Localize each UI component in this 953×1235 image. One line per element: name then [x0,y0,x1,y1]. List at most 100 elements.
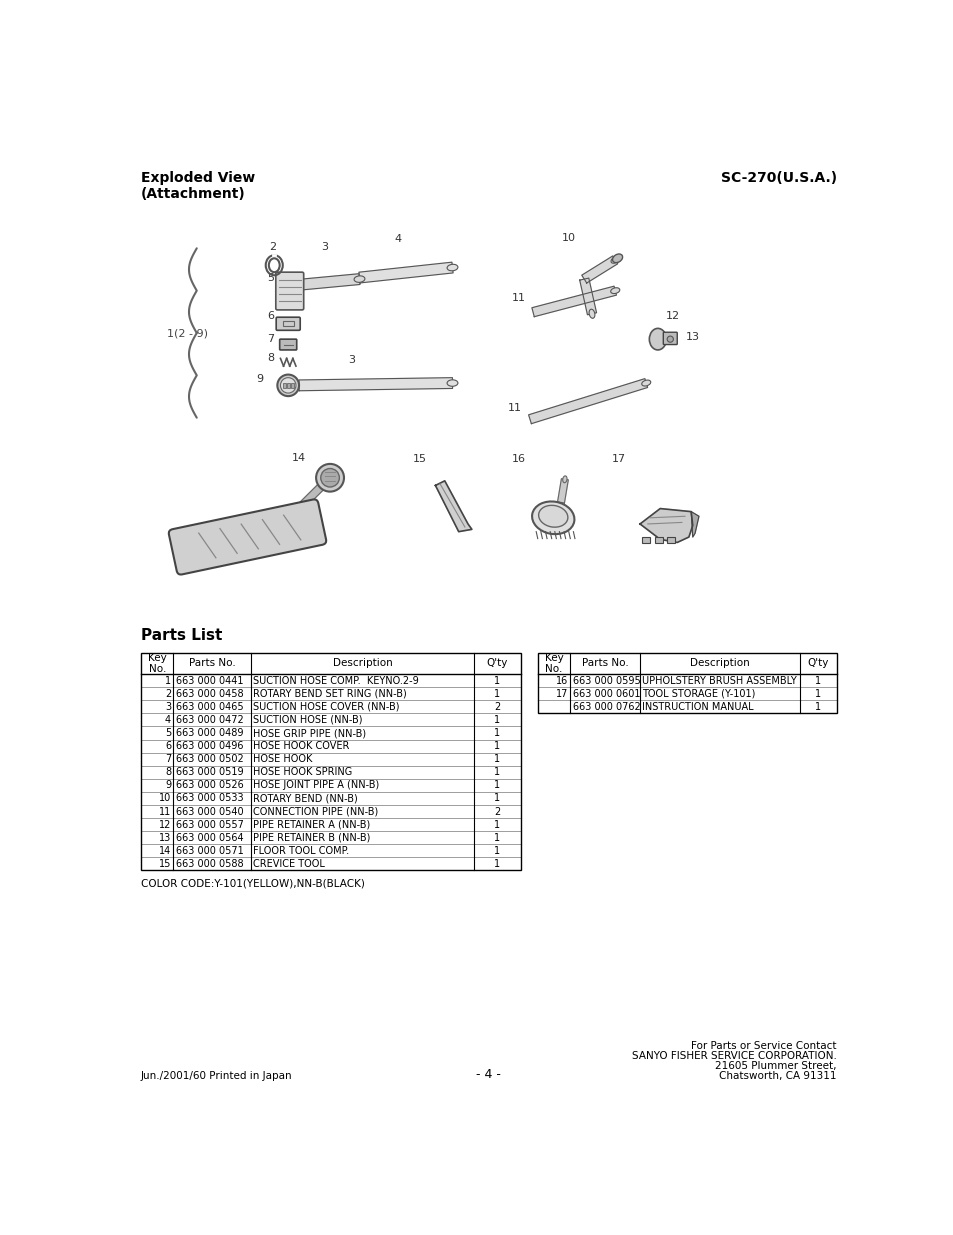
Text: Key
No.: Key No. [544,652,563,674]
Ellipse shape [589,309,595,319]
Bar [282,383,286,388]
Text: 1: 1 [494,741,500,751]
Text: PIPE RETAINER A (NN-B): PIPE RETAINER A (NN-B) [253,820,370,830]
Text: SANYO FISHER SERVICE CORPORATION.: SANYO FISHER SERVICE CORPORATION. [631,1051,836,1061]
Text: ROTARY BEND SET RING (NN-B): ROTARY BEND SET RING (NN-B) [253,689,407,699]
Text: 16: 16 [512,453,526,463]
Text: SUCTION HOSE COVER (NN-B): SUCTION HOSE COVER (NN-B) [253,701,399,711]
Bar [654,537,661,543]
Ellipse shape [277,374,298,396]
Ellipse shape [562,475,566,483]
Text: 17: 17 [555,689,567,699]
Text: 14: 14 [159,846,171,856]
Text: 663 000 0496: 663 000 0496 [175,741,243,751]
Bar [282,321,294,326]
FancyBboxPatch shape [662,332,677,345]
Text: 1: 1 [494,793,500,804]
Text: 663 000 0571: 663 000 0571 [175,846,243,856]
Text: 663 000 0540: 663 000 0540 [175,806,243,816]
Text: Description: Description [333,658,392,668]
Ellipse shape [610,288,619,294]
Ellipse shape [649,329,666,350]
Text: 1: 1 [494,767,500,777]
Text: INSTRUCTION MANUAL: INSTRUCTION MANUAL [641,701,753,711]
Text: 663 000 0441: 663 000 0441 [175,676,243,685]
Text: 7: 7 [267,335,274,345]
Text: Description: Description [689,658,749,668]
Text: 1: 1 [494,676,500,685]
Text: 663 000 0595: 663 000 0595 [572,676,639,685]
Polygon shape [532,287,616,316]
Text: 1: 1 [494,715,500,725]
Text: FLOOR TOOL COMP.: FLOOR TOOL COMP. [253,846,349,856]
Text: 8: 8 [267,353,274,363]
Text: 8: 8 [165,767,171,777]
Text: - 4 -: - 4 - [476,1068,501,1082]
Text: HOSE HOOK: HOSE HOOK [253,755,313,764]
Text: 3: 3 [165,701,171,711]
Text: Exploded View
(Attachment): Exploded View (Attachment) [141,172,255,201]
Ellipse shape [641,380,650,387]
Text: 1: 1 [165,676,171,685]
Bar [141,652,520,871]
Polygon shape [283,480,327,525]
Ellipse shape [269,258,279,272]
Text: 15: 15 [158,858,171,869]
Text: 7: 7 [165,755,171,764]
Text: HOSE JOINT PIPE A (NN-B): HOSE JOINT PIPE A (NN-B) [253,781,379,790]
Bar [286,383,290,388]
Text: 4: 4 [395,235,401,245]
Polygon shape [691,511,699,537]
Text: HOSE HOOK SPRING: HOSE HOOK SPRING [253,767,353,777]
Text: Parts No.: Parts No. [581,658,628,668]
Text: 12: 12 [665,311,679,321]
Text: Q'ty: Q'ty [486,658,508,668]
Polygon shape [298,378,452,390]
Text: 1: 1 [494,755,500,764]
Text: PIPE RETAINER B (NN-B): PIPE RETAINER B (NN-B) [253,832,371,842]
Text: 1(2 - 9): 1(2 - 9) [167,329,208,338]
Text: 11: 11 [512,294,526,304]
Text: 9: 9 [256,374,264,384]
Text: 663 000 0601: 663 000 0601 [572,689,639,699]
Text: SC-270(U.S.A.): SC-270(U.S.A.) [720,172,836,185]
Ellipse shape [321,480,328,487]
Text: 13: 13 [685,332,699,342]
Text: 663 000 0564: 663 000 0564 [175,832,243,842]
Text: CREVICE TOOL: CREVICE TOOL [253,858,325,869]
Text: 663 000 0588: 663 000 0588 [175,858,243,869]
Text: 663 000 0502: 663 000 0502 [175,755,243,764]
Polygon shape [435,480,472,531]
Text: 2: 2 [269,242,276,252]
Ellipse shape [447,264,457,270]
Ellipse shape [447,380,457,387]
Text: 663 000 0526: 663 000 0526 [175,781,243,790]
Text: HOSE HOOK COVER: HOSE HOOK COVER [253,741,350,751]
Text: 663 000 0489: 663 000 0489 [175,727,243,739]
Text: ROTARY BEND (NN-B): ROTARY BEND (NN-B) [253,793,357,804]
Text: Parts List: Parts List [141,629,222,643]
Text: 5: 5 [165,727,171,739]
Text: 663 000 0458: 663 000 0458 [175,689,243,699]
Text: 11: 11 [507,404,521,414]
Text: 663 000 0472: 663 000 0472 [175,715,243,725]
Text: 1: 1 [494,820,500,830]
Circle shape [320,468,339,487]
Text: 9: 9 [165,781,171,790]
Text: UPHOLSTERY BRUSH ASSEMBLY: UPHOLSTERY BRUSH ASSEMBLY [641,676,797,685]
Text: Key
No.: Key No. [148,652,167,674]
Ellipse shape [280,378,295,393]
Text: 14: 14 [292,453,306,463]
Polygon shape [358,262,453,283]
Circle shape [315,464,344,492]
Text: Jun./2001/60 Printed in Japan: Jun./2001/60 Printed in Japan [141,1072,293,1082]
Text: 15: 15 [413,453,427,463]
Text: 10: 10 [561,233,576,243]
Polygon shape [528,379,647,424]
FancyBboxPatch shape [275,272,303,310]
Ellipse shape [538,505,567,527]
Polygon shape [639,509,692,542]
Text: SUCTION HOSE COMP.  KEYNO.2-9: SUCTION HOSE COMP. KEYNO.2-9 [253,676,418,685]
Text: 1: 1 [815,676,821,685]
Text: CONNECTION PIPE (NN-B): CONNECTION PIPE (NN-B) [253,806,378,816]
